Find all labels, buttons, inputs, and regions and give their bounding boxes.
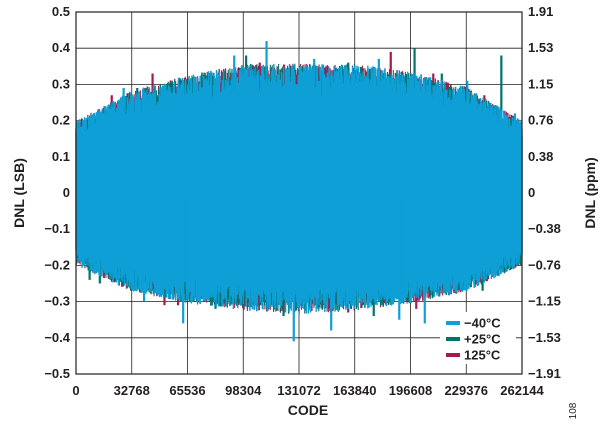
y2-tick-label: 0 <box>528 185 535 200</box>
y2-tick-label: −0.76 <box>528 257 561 272</box>
legend-label: +25°C <box>464 332 501 347</box>
y-axis-title: DNL (LSB) <box>11 158 27 228</box>
series-noise-trace <box>75 63 523 315</box>
legend-label: 125°C <box>464 348 501 363</box>
plot-frame <box>75 11 523 375</box>
y-tick-label: −0.5 <box>44 366 70 381</box>
y2-tick-label: 0.38 <box>528 149 553 164</box>
x-tick-label: 98304 <box>225 383 262 398</box>
x-tick-label: 65536 <box>169 383 205 398</box>
y2-tick-label: 1.53 <box>528 40 553 55</box>
y2-tick-label: 0.76 <box>528 113 553 128</box>
series-2 <box>75 40 523 342</box>
x-tick-label: 32768 <box>114 383 150 398</box>
y2-tick-label: 1.91 <box>528 4 553 19</box>
y2-tick-label: 1.15 <box>528 76 553 91</box>
x-axis-title: CODE <box>288 402 328 418</box>
y2-tick-label: −1.53 <box>528 330 561 345</box>
x-tick-label: 229376 <box>445 383 488 398</box>
data-series <box>75 40 523 342</box>
y-tick-label: 0 <box>63 185 70 200</box>
y-tick-label: 0.5 <box>52 4 70 19</box>
y2-tick-label: −1.15 <box>528 294 561 309</box>
legend-label: −40°C <box>464 316 501 331</box>
x-tick-label: 163840 <box>333 383 376 398</box>
y-tick-label: 0.4 <box>52 40 71 55</box>
y-tick-label: 0.2 <box>52 113 70 128</box>
y2-tick-label: −1.91 <box>528 366 561 381</box>
y2-axis-title: DNL (ppm) <box>582 157 598 228</box>
x-tick-label: 131072 <box>277 383 320 398</box>
y-tick-label: −0.1 <box>44 221 70 236</box>
y-tick-label: 0.1 <box>52 149 70 164</box>
x-tick-label: 0 <box>72 383 79 398</box>
y-tick-label: −0.3 <box>44 294 70 309</box>
x-tick-labels: 0 32768 65536 98304 131072 163840 196608 229376… <box>72 383 544 398</box>
x-tick-label: 196608 <box>389 383 432 398</box>
y2-tick-labels: 1.91 1.53 1.15 0.76 0.38 0 −0.38 −0.76 −1.15 −1.5… <box>528 4 561 381</box>
figure-number: 108 <box>568 402 579 419</box>
y-tick-labels: 0.5 0.4 0.3 0.2 0.1 0 −0.1 −0.2 −0.3 −0.4 −0.5 <box>44 4 70 381</box>
y-tick-label: −0.4 <box>44 330 70 345</box>
y-tick-label: −0.2 <box>44 257 70 272</box>
y2-tick-label: −0.38 <box>528 221 561 236</box>
y-tick-label: 0.3 <box>52 76 70 91</box>
x-tick-label: 262144 <box>500 383 544 398</box>
